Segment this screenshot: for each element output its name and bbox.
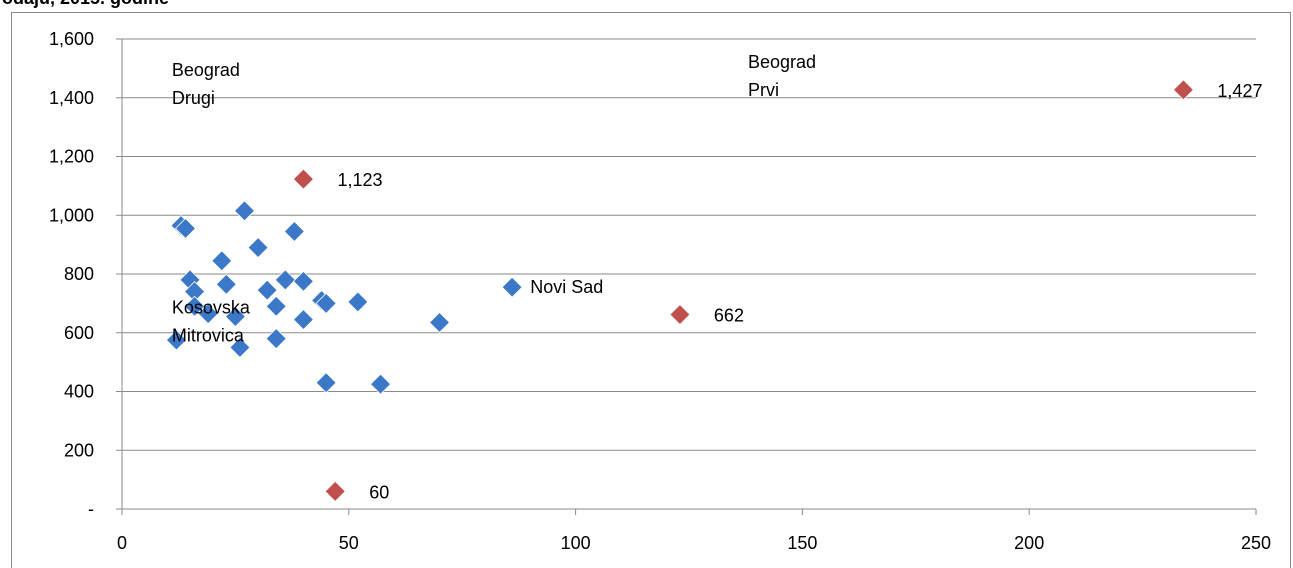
chart-frame: [11, 12, 1291, 568]
data-point: [428, 311, 451, 334]
data-point: [265, 295, 287, 317]
city-label: Novi Sad: [530, 277, 603, 297]
data-point: [197, 303, 219, 325]
point-labels: 1,427 1,123 662 60 Beograd Prvi Beograd Drugi No…: [172, 52, 1263, 503]
y-tick-label: 1,600: [49, 29, 94, 49]
data-point: [292, 270, 315, 292]
city-label: Beograd: [748, 52, 816, 72]
y-tick-label: 1,000: [49, 205, 94, 225]
data-point: [215, 273, 237, 295]
y-tick-label: 1,200: [49, 147, 94, 167]
y-tick-label: -: [88, 499, 94, 519]
data-point: [369, 373, 392, 395]
x-tick-label: 150: [787, 533, 817, 553]
x-tick-label: 50: [339, 533, 359, 553]
data-point: [292, 168, 315, 190]
y-tick-label: 400: [64, 382, 94, 402]
chart-title: odaju, 2015. godine: [2, 0, 169, 9]
data-point: [229, 336, 251, 359]
data-point: [283, 220, 305, 242]
data-point: [501, 276, 523, 298]
data-point: [669, 303, 691, 326]
data-point: [224, 306, 246, 328]
data-label: 662: [714, 306, 744, 326]
data-point: [165, 329, 187, 351]
gridlines: [122, 38, 1256, 451]
data-point: [1172, 79, 1194, 101]
data-point: [315, 292, 337, 314]
city-label: Kosovska: [172, 298, 251, 318]
data-point: [292, 308, 315, 331]
data-label: 60: [369, 482, 389, 502]
data-points: [165, 79, 1194, 502]
data-point: [247, 236, 269, 259]
y-tick-label: 800: [64, 264, 94, 284]
data-point: [174, 217, 197, 240]
tick-labels: - 200 400 600 800 1,000 1,200 1,400 1,600 0 50 100 1…: [49, 29, 1271, 553]
x-tick-label: 0: [117, 533, 127, 553]
x-tick-label: 200: [1014, 533, 1044, 553]
data-label: 1,427: [1217, 81, 1262, 101]
data-label: 1,123: [337, 170, 382, 190]
data-point: [347, 291, 369, 313]
y-tick-label: 200: [64, 440, 94, 460]
data-point: [233, 200, 256, 222]
city-label: Mitrovica: [172, 326, 245, 346]
data-point: [324, 480, 346, 502]
data-point: [184, 295, 206, 317]
city-label: Drugi: [172, 88, 215, 108]
data-point: [315, 372, 337, 394]
y-tick-label: 600: [64, 323, 94, 343]
data-point: [256, 279, 278, 301]
city-label: Prvi: [748, 80, 779, 100]
x-tick-label: 250: [1241, 533, 1271, 553]
data-point: [211, 250, 233, 272]
data-point: [274, 269, 296, 291]
y-tick-label: 1,400: [49, 88, 94, 108]
data-point: [265, 328, 287, 350]
axes: [116, 38, 1257, 515]
x-tick-label: 100: [561, 533, 591, 553]
city-label: Beograd: [172, 60, 240, 80]
